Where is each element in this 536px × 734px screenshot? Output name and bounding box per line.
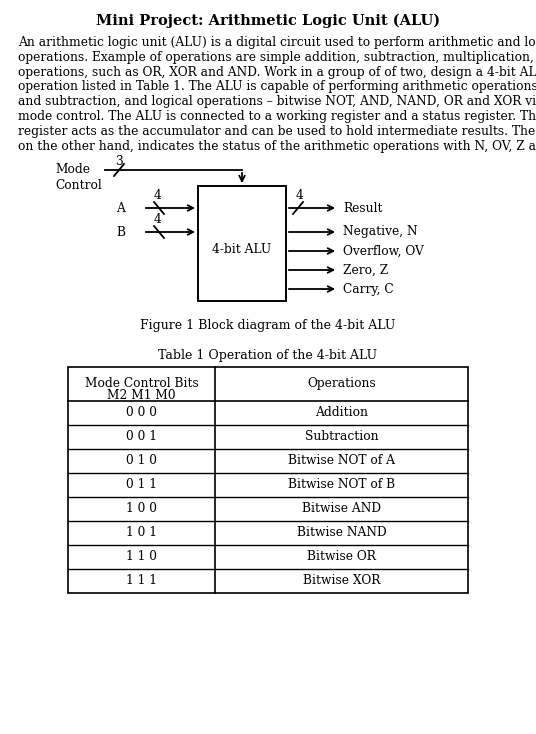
Bar — [198, 186, 286, 301]
Text: 4: 4 — [154, 213, 162, 226]
Text: 1 0 0: 1 0 0 — [126, 503, 157, 515]
Text: Bitwise NAND: Bitwise NAND — [296, 526, 386, 539]
Text: 1 1 1: 1 1 1 — [126, 575, 157, 587]
Text: 1 0 1: 1 0 1 — [126, 526, 157, 539]
Text: Mini Project: Arithmetic Logic Unit (ALU): Mini Project: Arithmetic Logic Unit (ALU… — [96, 14, 440, 29]
Text: Mode Control Bits: Mode Control Bits — [85, 377, 198, 390]
Text: mode control. The ALU is connected to a working register and a status register. : mode control. The ALU is connected to a … — [18, 110, 536, 123]
Text: M2 M1 M0: M2 M1 M0 — [107, 389, 176, 402]
Text: Table 1 Operation of the 4-bit ALU: Table 1 Operation of the 4-bit ALU — [159, 349, 377, 362]
Text: Overflow, OV: Overflow, OV — [343, 244, 424, 258]
Bar — [68, 367, 468, 593]
Text: and subtraction, and logical operations – bitwise NOT, AND, NAND, OR and XOR via: and subtraction, and logical operations … — [18, 95, 536, 108]
Text: 0 0 0: 0 0 0 — [126, 407, 157, 420]
Text: operation listed in Table 1. The ALU is capable of performing arithmetic operati: operation listed in Table 1. The ALU is … — [18, 81, 536, 93]
Text: Carry, C: Carry, C — [343, 283, 393, 296]
Text: 4: 4 — [154, 189, 162, 202]
Text: operations. Example of operations are simple addition, subtraction, multiplicati: operations. Example of operations are si… — [18, 51, 536, 64]
Text: Bitwise NOT of B: Bitwise NOT of B — [288, 479, 395, 492]
Text: Bitwise XOR: Bitwise XOR — [303, 575, 380, 587]
Text: 0 1 1: 0 1 1 — [126, 479, 157, 492]
Text: An arithmetic logic unit (ALU) is a digital circuit used to perform arithmetic a: An arithmetic logic unit (ALU) is a digi… — [18, 36, 536, 49]
Text: Negative, N: Negative, N — [343, 225, 418, 239]
Text: Mode
Control: Mode Control — [55, 163, 102, 192]
Text: Operations: Operations — [307, 377, 376, 390]
Text: B: B — [116, 225, 125, 239]
Text: 4-bit ALU: 4-bit ALU — [212, 243, 272, 255]
Text: Bitwise NOT of A: Bitwise NOT of A — [288, 454, 395, 468]
Text: Bitwise OR: Bitwise OR — [307, 550, 376, 564]
Text: operations, such as OR, XOR and AND. Work in a group of of two, design a 4-bit A: operations, such as OR, XOR and AND. Wor… — [18, 65, 536, 79]
Text: Addition: Addition — [315, 407, 368, 420]
Text: Result: Result — [343, 202, 383, 214]
Text: Bitwise AND: Bitwise AND — [302, 503, 381, 515]
Text: 1 1 0: 1 1 0 — [126, 550, 157, 564]
Text: 0 0 1: 0 0 1 — [126, 431, 157, 443]
Text: 0 1 0: 0 1 0 — [126, 454, 157, 468]
Text: Figure 1 Block diagram of the 4-bit ALU: Figure 1 Block diagram of the 4-bit ALU — [140, 319, 396, 332]
Text: on the other hand, indicates the status of the arithmetic operations with N, OV,: on the other hand, indicates the status … — [18, 139, 536, 153]
Text: register acts as the accumulator and can be used to hold intermediate results. T: register acts as the accumulator and can… — [18, 125, 536, 138]
Text: 4: 4 — [296, 189, 304, 202]
Text: 3: 3 — [115, 155, 123, 168]
Text: A: A — [116, 202, 125, 214]
Text: Zero, Z: Zero, Z — [343, 264, 388, 277]
Text: Subtraction: Subtraction — [304, 431, 378, 443]
